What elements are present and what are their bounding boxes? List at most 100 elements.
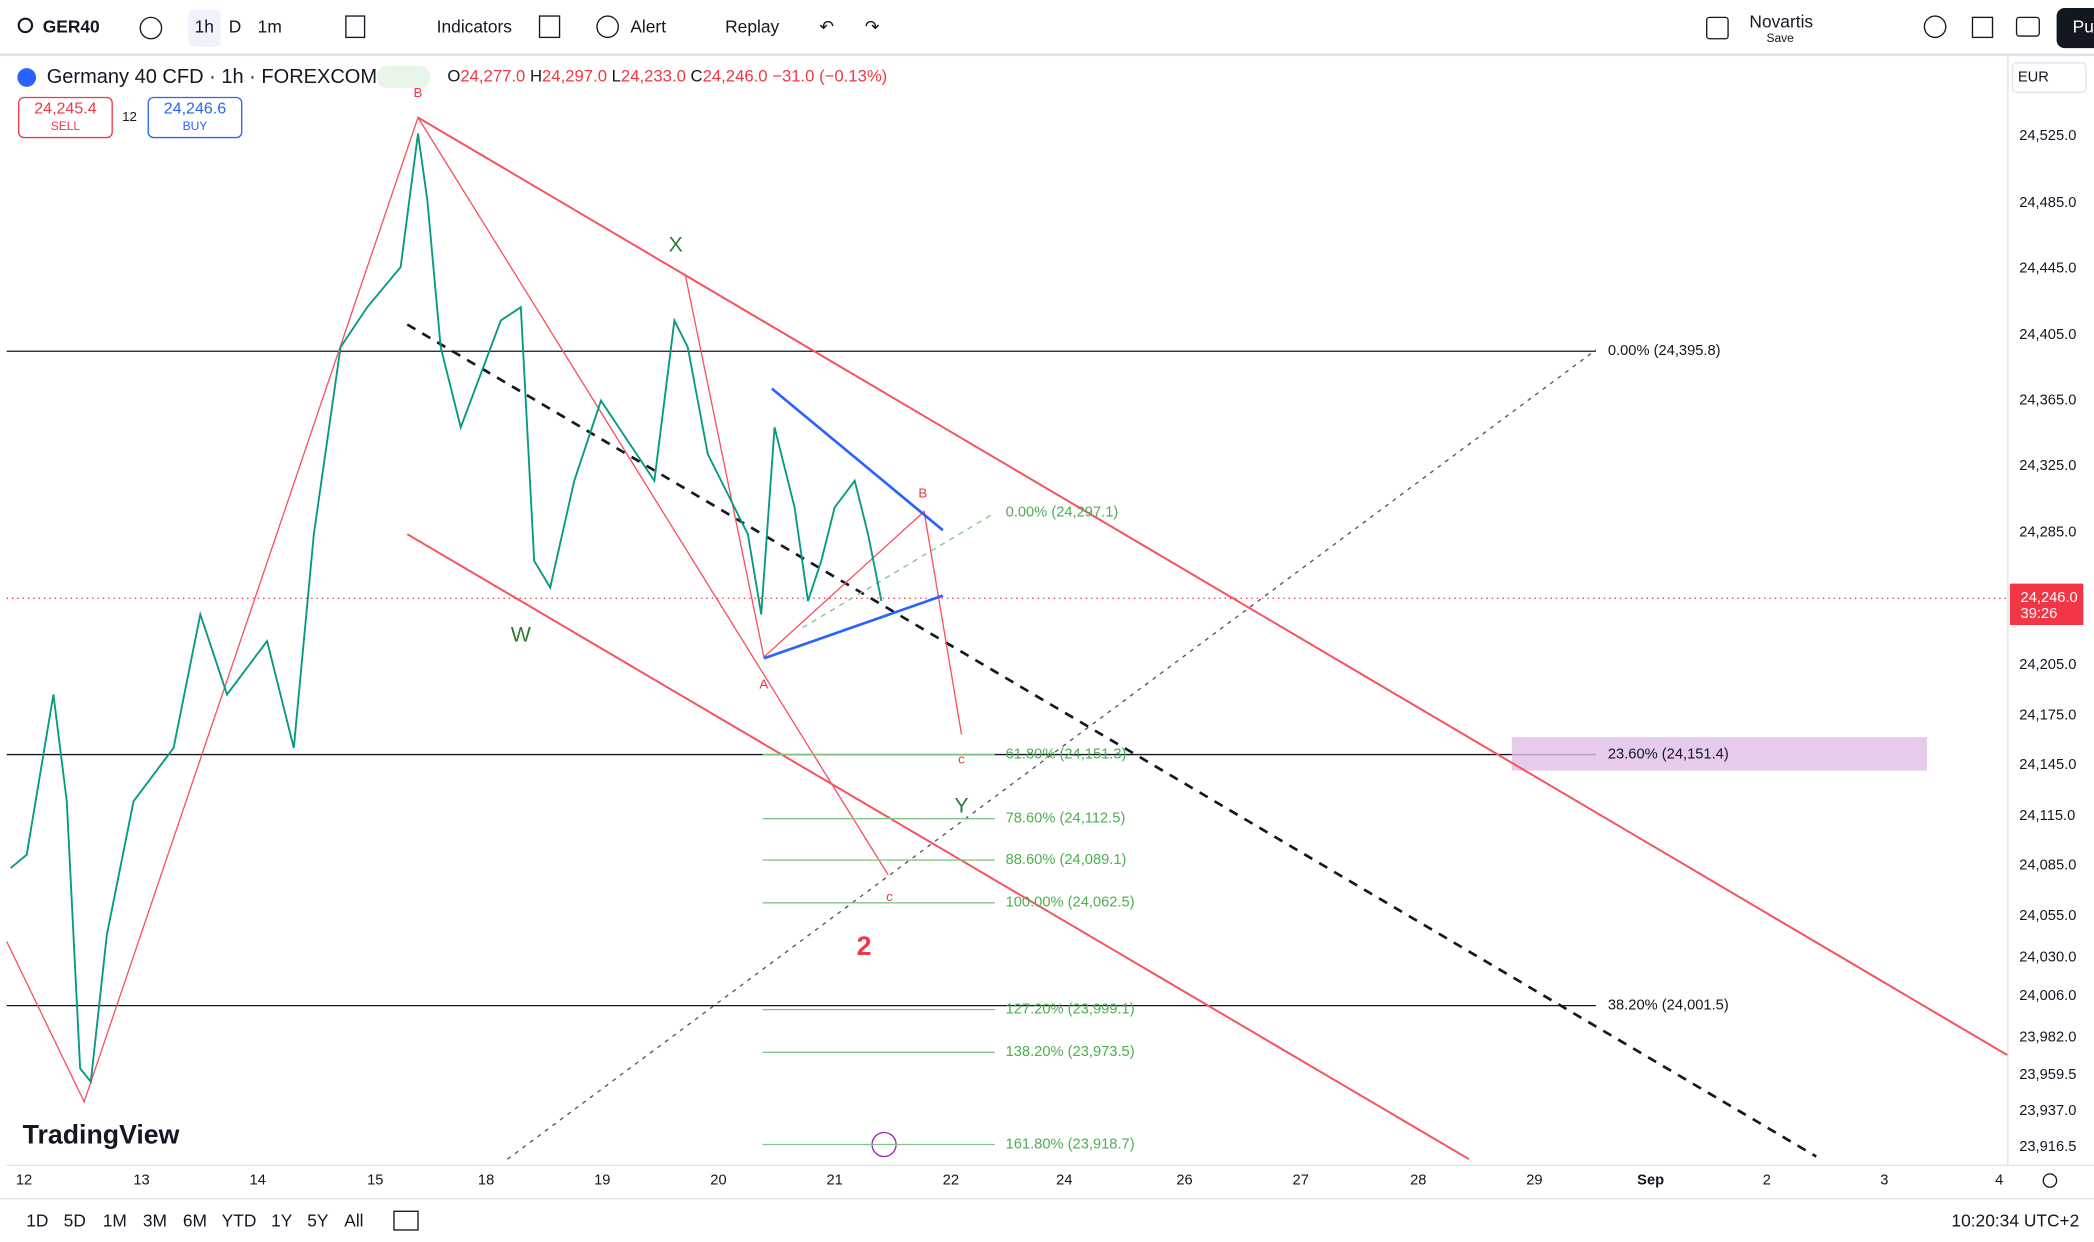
layout-icon[interactable] — [1706, 16, 1729, 40]
price-label: 24,085.0 — [2019, 857, 2076, 873]
time-label: 2 — [1763, 1172, 1771, 1188]
wave-label: X — [669, 232, 683, 256]
wave-label: c — [886, 889, 893, 904]
price-label: 24,030.0 — [2019, 949, 2076, 965]
change: −31.0 (−0.13%) — [772, 67, 887, 86]
time-label: 29 — [1526, 1172, 1542, 1188]
time-label: 28 — [1410, 1172, 1426, 1188]
price-label: 23,937.0 — [2019, 1103, 2076, 1119]
symbol[interactable]: GER40 — [43, 17, 100, 37]
price-label: 24,485.0 — [2019, 195, 2076, 211]
drawings — [6, 115, 2008, 1161]
fib-label: 78.60% (24,112.5) — [1006, 811, 1126, 827]
price-label: 24,205.0 — [2019, 657, 2076, 673]
time-label: 3 — [1880, 1172, 1888, 1188]
high-label: H — [530, 67, 542, 86]
sell-button[interactable] — [18, 96, 113, 139]
buy-price[interactable]: 24,246.6 — [164, 100, 226, 118]
price-label: 24,006.0 — [2019, 988, 2076, 1004]
last-price: 24,246.0 — [2021, 590, 2078, 606]
fib-label: 161.80% (23,918.7) — [1006, 1136, 1135, 1152]
publish-button[interactable] — [2056, 8, 2094, 49]
legend-title: Germany 40 CFD · 1h · FOREXCOM — [47, 66, 377, 88]
channel-lower — [406, 533, 1470, 1161]
currency-box[interactable] — [2011, 62, 2087, 93]
templates-icon[interactable] — [538, 15, 561, 39]
spread: 12 — [122, 109, 137, 124]
interval[interactable]: 1h — [195, 17, 214, 37]
time-label: 26 — [1176, 1172, 1192, 1188]
sell-price[interactable]: 24,245.4 — [34, 100, 96, 118]
low-label: L — [612, 67, 621, 86]
wave-label: A — [759, 677, 768, 692]
indicators[interactable]: Indicators — [437, 17, 513, 37]
save[interactable]: Save — [1766, 31, 1794, 45]
redo[interactable]: ↷ — [865, 17, 880, 37]
price-label: 24,285.0 — [2019, 525, 2076, 541]
publish[interactable]: Pu — [2073, 17, 2094, 37]
add-symbol[interactable] — [139, 16, 163, 40]
clock: 10:20:34 UTC+2 — [1951, 1211, 2079, 1231]
currency[interactable]: EUR — [2018, 69, 2049, 85]
range-button[interactable]: 6M — [183, 1211, 207, 1231]
buy-button[interactable] — [147, 96, 243, 139]
fib-label: 0.00% (24,395.8) — [1608, 343, 1721, 359]
interval-day[interactable]: D — [229, 17, 242, 37]
toolbar-border — [0, 53, 2094, 57]
interval-minute[interactable]: 1m — [258, 17, 282, 37]
bottom-bar-border — [0, 1197, 2094, 1200]
status-badge — [376, 65, 431, 89]
buy-label[interactable]: BUY — [183, 119, 208, 133]
open-label: O — [447, 67, 460, 86]
range-button[interactable]: YTD — [222, 1211, 257, 1231]
price-label: 24,055.0 — [2019, 908, 2076, 924]
price-path — [10, 133, 883, 1085]
time-label: 22 — [943, 1172, 959, 1188]
chart-type-icon[interactable] — [345, 15, 366, 39]
close: 24,246.0 — [703, 67, 768, 86]
undo[interactable]: ↶ — [819, 17, 834, 37]
symbol-icon — [17, 68, 37, 87]
range-button[interactable]: All — [344, 1211, 363, 1231]
time-label: 12 — [16, 1172, 32, 1188]
wave-label: W — [511, 622, 532, 646]
wave-label: c — [958, 751, 965, 766]
fib-label: 138.20% (23,973.5) — [1006, 1044, 1135, 1060]
time-label: 18 — [478, 1172, 494, 1188]
alert[interactable]: Alert — [630, 17, 666, 37]
interval-highlight — [188, 9, 221, 47]
range-button[interactable]: 5Y — [307, 1211, 329, 1231]
wave-line — [684, 273, 963, 735]
fib-label: 88.60% (24,089.1) — [1006, 852, 1127, 868]
fullscreen-icon[interactable] — [1971, 16, 1994, 39]
open: 24,277.0 — [460, 67, 525, 86]
screenshot-icon[interactable] — [2015, 16, 2040, 37]
replay[interactable]: Replay — [725, 17, 779, 37]
price-label: 24,525.0 — [2019, 128, 2076, 144]
axis-settings[interactable] — [2042, 1173, 2058, 1188]
fib-zone — [1511, 737, 1928, 771]
fib-label: 0.00% (24,297.1) — [1006, 505, 1119, 521]
layout-name[interactable]: Novartis — [1749, 11, 1813, 31]
settings-icon[interactable] — [1923, 15, 1947, 39]
date-range-icon[interactable] — [393, 1210, 419, 1231]
countdown: 39:26 — [2021, 606, 2058, 622]
search-icon[interactable] — [17, 17, 34, 34]
time-label: 24 — [1056, 1172, 1072, 1188]
time-label: 19 — [594, 1172, 610, 1188]
range-button[interactable]: 1M — [103, 1211, 127, 1231]
price-label: 24,175.0 — [2019, 708, 2076, 724]
range-button[interactable]: 3M — [143, 1211, 167, 1231]
time-label: 14 — [250, 1172, 266, 1188]
range-button[interactable]: 1Y — [271, 1211, 293, 1231]
price-label: 24,325.0 — [2019, 458, 2076, 474]
range-button[interactable]: 1D — [26, 1211, 48, 1231]
time-label: Sep — [1637, 1172, 1664, 1188]
sell-label[interactable]: SELL — [51, 119, 81, 133]
triangle-upper — [771, 387, 944, 532]
alert-icon[interactable] — [596, 15, 619, 39]
time-label: 20 — [710, 1172, 726, 1188]
high: 24,297.0 — [542, 67, 607, 86]
range-button[interactable]: 5D — [64, 1211, 86, 1231]
price-label: 24,445.0 — [2019, 260, 2076, 276]
